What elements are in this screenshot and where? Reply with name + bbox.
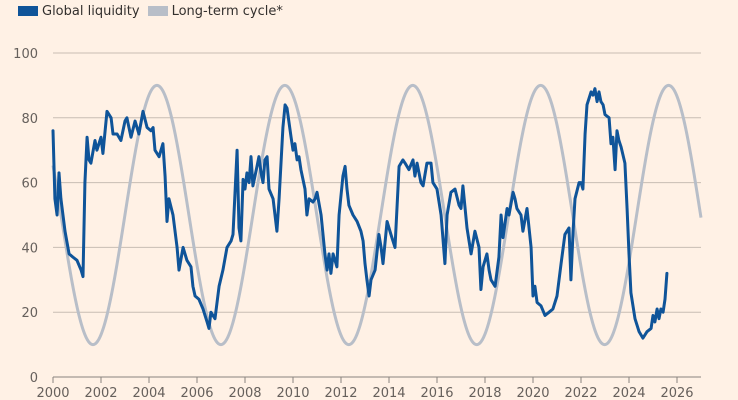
x-tick-label-2016: 2016 — [420, 386, 453, 400]
legend-item-global-liquidity: Global liquidity — [18, 4, 140, 19]
series-line-long-term-cycle — [51, 83, 703, 347]
x-tick-label-2008: 2008 — [228, 386, 261, 400]
x-tick-label-2018: 2018 — [468, 386, 501, 400]
y-tick-label-100: 100 — [13, 47, 38, 62]
x-tick-label-2014: 2014 — [372, 386, 405, 400]
legend-label-long-term-cycle: Long-term cycle* — [171, 3, 283, 19]
x-tick-label-2012: 2012 — [324, 386, 357, 400]
y-tick-label-0: 0 — [30, 371, 38, 386]
series-lines — [51, 83, 703, 347]
x-tick-label-2024: 2024 — [612, 386, 645, 400]
legend-item-long-term-cycle: Long-term cycle* — [147, 3, 283, 19]
x-tick-label-2000: 2000 — [36, 386, 69, 400]
y-tick-label-40: 40 — [21, 241, 38, 256]
legend-swatch-global-liquidity — [18, 6, 38, 16]
y-tick-label-80: 80 — [21, 112, 38, 127]
x-tick-label-2026: 2026 — [660, 386, 693, 400]
chart-legend: Global liquidity Long-term cycle* — [18, 3, 291, 19]
y-axis-tick-labels: 0 20 40 60 80 100 — [13, 47, 38, 386]
x-tick-label-2006: 2006 — [180, 386, 213, 400]
x-tick-label-2004: 2004 — [132, 386, 165, 400]
x-tick-label-2010: 2010 — [276, 386, 309, 400]
legend-swatch-long-term-cycle — [147, 6, 168, 16]
x-tick-label-2020: 2020 — [516, 386, 549, 400]
x-tick-label-2002: 2002 — [84, 386, 117, 400]
series-line-global-liquidity — [51, 87, 669, 340]
y-tick-label-20: 20 — [21, 306, 38, 321]
x-axis: 2000 2002 2004 2006 2008 2010 2012 2014 2016 2018… — [36, 376, 701, 400]
y-tick-label-60: 60 — [21, 177, 38, 192]
x-tick-label-2022: 2022 — [564, 386, 597, 400]
legend-label-global-liquidity: Global liquidity — [42, 3, 140, 19]
